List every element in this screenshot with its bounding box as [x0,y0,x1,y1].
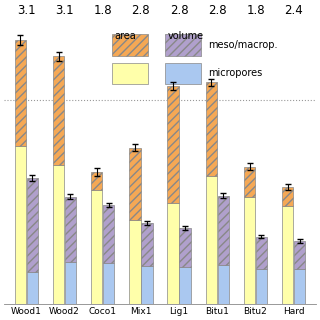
Bar [129,148,141,220]
Text: area: area [115,31,137,41]
Bar [65,196,76,262]
Bar [112,34,148,56]
Text: micropores: micropores [208,68,262,78]
Text: 2.8: 2.8 [132,4,150,17]
Text: 1.8: 1.8 [93,4,112,17]
Bar [167,204,179,304]
Bar [129,220,141,304]
Bar [244,196,255,304]
Bar [218,265,229,304]
Bar [27,272,38,304]
Bar [91,190,102,304]
Bar [294,269,305,304]
Bar [91,172,102,190]
Text: 3.1: 3.1 [55,4,74,17]
Bar [244,167,255,196]
Text: meso/macrop.: meso/macrop. [208,40,278,50]
Text: 2.8: 2.8 [208,4,227,17]
Bar [141,266,153,304]
Bar [282,206,293,304]
Bar [206,82,217,176]
Bar [206,176,217,304]
Bar [141,223,153,266]
Bar [15,146,26,304]
Bar [53,165,64,304]
Bar [27,178,38,272]
Text: 2.4: 2.4 [284,4,303,17]
Text: volume: volume [168,31,204,41]
Bar [179,228,191,267]
Bar [282,187,293,206]
Bar [65,262,76,304]
Bar [256,269,267,304]
Bar [103,205,114,263]
Bar [103,263,114,304]
Bar [53,57,64,165]
Bar [256,236,267,269]
Bar [165,63,201,84]
Text: 3.1: 3.1 [17,4,36,17]
Bar [165,34,201,56]
Bar [167,86,179,204]
Bar [218,196,229,265]
Text: 1.8: 1.8 [246,4,265,17]
Bar [294,241,305,269]
Bar [179,267,191,304]
Bar [15,40,26,146]
Bar [112,63,148,84]
Text: 2.8: 2.8 [170,4,188,17]
